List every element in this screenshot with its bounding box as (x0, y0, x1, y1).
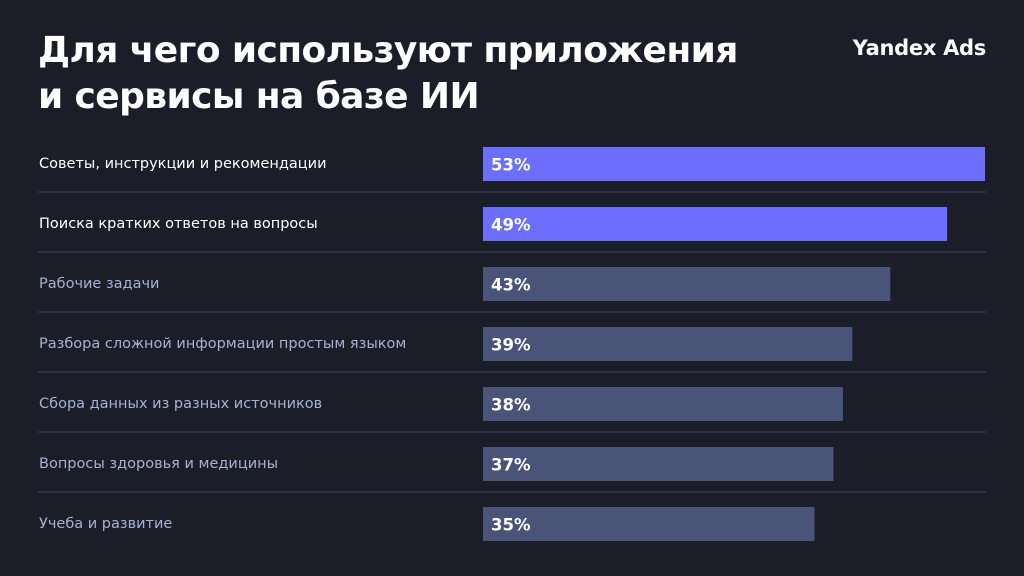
bar (483, 447, 834, 481)
bar-value-label: 38% (491, 396, 531, 415)
category-label: Сбора данных из разных источников (39, 396, 322, 412)
bar (483, 327, 853, 361)
category-label: Разбора сложной информации простым языко… (39, 336, 406, 352)
category-label: Поиска кратких ответов на вопросы (39, 216, 318, 232)
title-line-1: Для чего используют приложения (38, 30, 738, 71)
bar-value-label: 49% (491, 216, 531, 235)
bar (483, 507, 815, 541)
title-line-2: и сервисы на базе ИИ (38, 76, 480, 117)
bar (483, 387, 843, 421)
bar-value-label: 53% (491, 156, 531, 175)
category-label: Учеба и развитие (39, 516, 172, 532)
bar-value-label: 39% (491, 336, 531, 355)
page-title: Для чего используют приложения и сервисы… (38, 28, 758, 120)
bar (483, 207, 948, 241)
bar-value-label: 37% (491, 456, 531, 475)
category-label: Рабочие задачи (39, 276, 159, 292)
brand-logo: Yandex Ads (852, 36, 987, 60)
bar (483, 147, 985, 181)
category-label: Вопросы здоровья и медицины (39, 456, 278, 472)
bar-value-label: 35% (491, 516, 531, 535)
category-label: Советы, инструкции и рекомендации (39, 156, 327, 172)
bar (483, 267, 891, 301)
bar-value-label: 43% (491, 276, 531, 295)
